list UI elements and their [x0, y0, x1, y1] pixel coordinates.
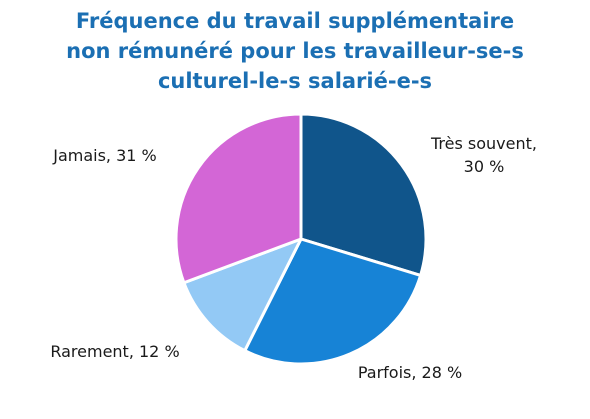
chart-title: Fréquence du travail supplémentaire non …	[0, 6, 590, 96]
slice-label-line: Rarement, 12 %	[50, 342, 179, 361]
pie-slice-parfois	[243, 237, 423, 366]
pie-slice-jamais	[174, 112, 303, 285]
slice-label-line: Très souvent,	[430, 134, 537, 153]
pie-slice-rarement	[182, 237, 303, 353]
chart-title-line-1: Fréquence du travail supplémentaire	[75, 9, 515, 33]
pie-slices	[174, 112, 428, 366]
slice-label-line: Jamais, 31 %	[52, 146, 157, 165]
chart-title-line-3: culturel-le-s salarié-e-s	[157, 69, 433, 93]
slice-label-jamais: Jamais, 31 %	[52, 146, 157, 165]
slice-label-line: 30 %	[464, 157, 505, 176]
slice-label-line: Parfois, 28 %	[358, 363, 462, 382]
pie-labels: Très souvent, 30 % Parfois, 28 % Rarement, …	[50, 134, 537, 382]
slice-label-parfois: Parfois, 28 %	[358, 363, 462, 382]
chart-title-line-2: non rémunéré pour les travailleur-se-s	[66, 39, 524, 63]
slice-label-rarement: Rarement, 12 %	[50, 342, 179, 361]
slice-label-tr-s-souvent: Très souvent, 30 %	[430, 134, 537, 176]
pie-slice-tr-s-souvent	[299, 112, 428, 277]
